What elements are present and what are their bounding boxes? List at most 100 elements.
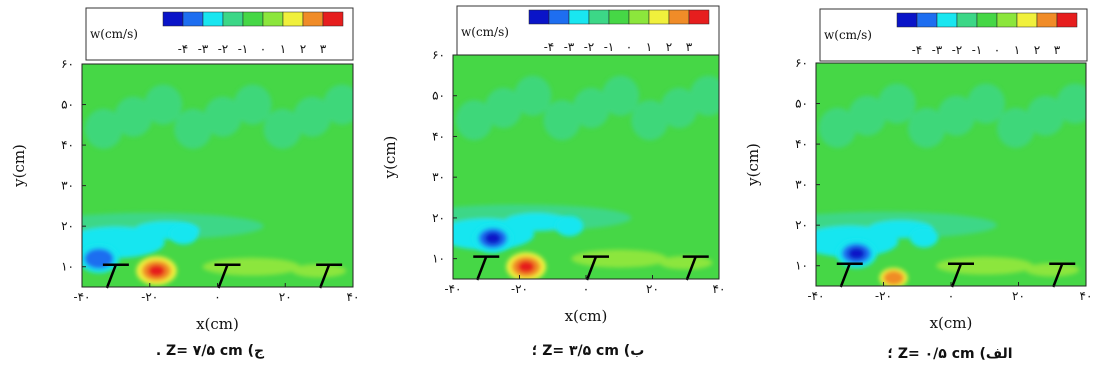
colorbar-tick-label: -۴ xyxy=(178,42,189,56)
field-patch xyxy=(937,95,976,136)
panel-caption: ج) Z= ۷/۵ cm . xyxy=(156,343,265,359)
x-tick-label: ۰ xyxy=(214,290,220,304)
x-tick-label: -۲۰ xyxy=(875,289,892,303)
sill-stem xyxy=(585,256,598,281)
positive-velocity-core xyxy=(136,256,177,286)
panel-caption: الف) Z= ۰/۵ cm ؛ xyxy=(887,346,1012,362)
colorbar-swatch xyxy=(956,12,978,28)
sill-stem xyxy=(1052,263,1064,288)
sill-stem xyxy=(105,264,118,289)
sill-stem xyxy=(318,264,331,289)
y-tick-label: ۶۰ xyxy=(61,57,74,71)
colorbar-tick-label: ۳ xyxy=(1054,43,1061,57)
colorbar-swatch xyxy=(528,9,550,25)
colorbar-swatch xyxy=(896,12,918,28)
field-patch xyxy=(1026,95,1065,136)
x-tick-label: -۲۰ xyxy=(141,290,158,304)
negative-velocity-core xyxy=(836,239,877,269)
colorbar-swatch xyxy=(1036,12,1058,28)
contour-level xyxy=(177,230,190,239)
x-tick-label: -۴۰ xyxy=(445,282,462,296)
colorbar-tick-label: -۱ xyxy=(238,42,249,56)
y-tick-label: ۱۰ xyxy=(61,260,74,274)
lower-band xyxy=(82,212,347,278)
y-tick-label: ۱۰ xyxy=(432,252,445,266)
y-tick-label: ۳۰ xyxy=(795,178,808,192)
colorbar-swatch xyxy=(182,11,204,27)
field-patch xyxy=(878,83,916,124)
field-patch xyxy=(263,108,302,149)
colorbar-legend: w(cm/s) -۴ -۳ -۲ -۱ ۰ ۱ ۲ ۳ xyxy=(456,5,720,59)
x-tick-label: ۲۰ xyxy=(279,290,292,304)
colorbar-swatch xyxy=(668,9,690,25)
contour-field xyxy=(82,64,353,287)
field-patch xyxy=(572,87,610,129)
colorbar-tick-label: -۲ xyxy=(584,40,595,54)
colorbar-swatch xyxy=(916,12,938,28)
negative-velocity-core xyxy=(472,223,513,253)
colorbar-label: w(cm/s) xyxy=(90,27,138,41)
colorbar-tick-label: ۳ xyxy=(686,40,693,54)
field-patch xyxy=(543,100,581,141)
field-patch xyxy=(292,264,347,278)
colorbar-swatch xyxy=(688,9,710,25)
x-tick-label: ۰ xyxy=(583,282,589,296)
colorbar-swatch xyxy=(628,9,650,25)
negative-velocity-core xyxy=(169,224,198,245)
y-axis-label: y(cm) xyxy=(381,136,399,180)
colorbar-tick-label: ۲ xyxy=(300,42,306,56)
contour-level xyxy=(847,247,866,260)
field-patch xyxy=(293,96,332,137)
y-tick-label: ۴۰ xyxy=(795,137,808,151)
colorbar-swatch xyxy=(282,11,304,27)
x-tick-label: -۲۰ xyxy=(511,282,528,296)
colorbar-swatch xyxy=(202,11,224,27)
colorbar-tick-label: ۱ xyxy=(1014,43,1020,57)
y-tick-label: ۴۰ xyxy=(61,138,74,152)
positive-velocity-core xyxy=(506,252,547,279)
upper-band xyxy=(84,84,353,149)
y-tick-label: ۳۰ xyxy=(61,179,74,193)
x-axis-label: x(cm) xyxy=(930,314,973,332)
field-patch xyxy=(323,84,353,125)
field-patch xyxy=(571,249,668,268)
contour-level xyxy=(887,273,900,283)
field-patch xyxy=(848,95,887,136)
colorbar-swatch xyxy=(322,11,344,27)
y-tick-label: ۶۰ xyxy=(795,56,808,70)
field-patch xyxy=(818,107,857,148)
field-patch xyxy=(996,107,1035,148)
y-tick-label: ۲۰ xyxy=(61,219,74,233)
field-patch xyxy=(1025,263,1080,277)
field-patch xyxy=(484,87,523,129)
y-tick-label: ۴۰ xyxy=(432,129,445,143)
x-tick-label: -۴۰ xyxy=(74,290,91,304)
chart-panel-1: w(cm/s)-۴ -۳ -۲ -۱ ۰ ۱ ۲ ۳-۴۰ -۲۰ ۰ ۲۰ ۴۰۱۰۲۰۳۰۴۰۵۰… xyxy=(10,7,359,359)
colorbar-swatch xyxy=(262,11,284,27)
colorbar-legend: w(cm/s) -۴ -۳ -۲ -۱ ۰ ۱ ۲ ۳ xyxy=(819,8,1088,62)
colorbar-legend: w(cm/s) -۴ -۳ -۲ -۱ ۰ ۱ ۲ ۳ xyxy=(85,7,354,61)
x-tick-label: ۰ xyxy=(948,289,954,303)
field-patch xyxy=(631,100,669,141)
y-tick-label: ۳۰ xyxy=(432,170,445,184)
colorbar-swatch xyxy=(162,11,184,27)
x-tick-label: -۴۰ xyxy=(808,289,825,303)
colorbar-tick-label: -۳ xyxy=(198,42,209,56)
field-patch xyxy=(936,256,1034,275)
colorbar-label: w(cm/s) xyxy=(824,28,872,42)
y-tick-label: ۵۰ xyxy=(795,97,808,111)
x-axis-label: x(cm) xyxy=(196,315,239,333)
y-tick-label: ۲۰ xyxy=(432,211,445,225)
x-tick-label: ۲۰ xyxy=(646,282,659,296)
colorbar-swatch xyxy=(548,9,570,25)
upper-band xyxy=(818,83,1086,148)
colorbar-swatch xyxy=(996,12,1018,28)
colorbar-swatch xyxy=(242,11,264,27)
contour-field xyxy=(816,63,1086,286)
colorbar-swatch xyxy=(222,11,244,27)
colorbar-tick-label: -۱ xyxy=(604,40,615,54)
panel-caption: ب) Z= ۳/۵ cm ؛ xyxy=(532,343,645,359)
contour-level xyxy=(484,232,502,245)
sill-stem xyxy=(476,256,488,281)
